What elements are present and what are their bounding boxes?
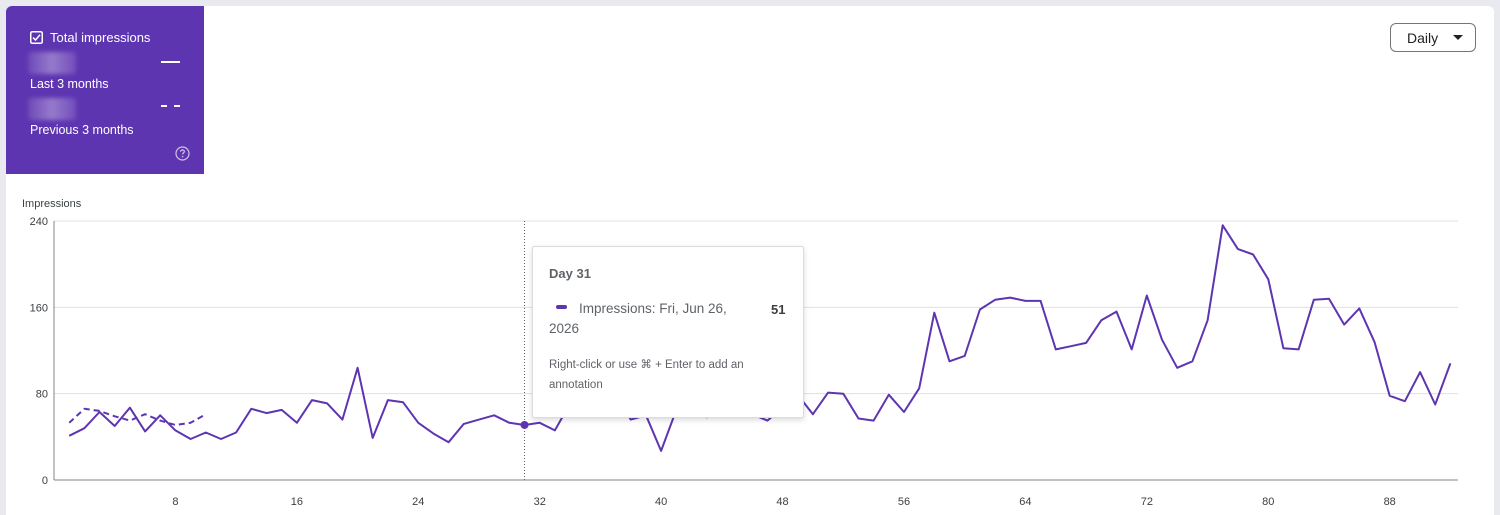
- hover-data-point: [520, 420, 529, 429]
- x-tick-label: 40: [655, 496, 667, 508]
- x-tick-label: 80: [1262, 496, 1274, 508]
- granularity-value: Daily: [1407, 29, 1439, 46]
- current-period-label: Last 3 months: [30, 77, 109, 91]
- x-tick-label: 16: [291, 496, 303, 508]
- caret-down-icon: [1453, 35, 1463, 40]
- tooltip-series-text: Impressions: Fri, Jun 26, 2026: [549, 301, 727, 336]
- chart-tooltip: Day 31 Impressions: Fri, Jun 26, 2026 51…: [532, 246, 804, 418]
- x-tick-label: 8: [172, 496, 178, 508]
- x-tick-label: 48: [776, 496, 788, 508]
- x-tick-label: 64: [1019, 496, 1031, 508]
- y-tick-label: 160: [30, 302, 48, 314]
- x-tick-label: 72: [1141, 496, 1153, 508]
- metric-header: Total impressions: [30, 30, 150, 45]
- granularity-dropdown[interactable]: Daily: [1390, 23, 1476, 52]
- x-tick-label: 56: [898, 496, 910, 508]
- series-line-previous-3-months: [68, 407, 207, 426]
- series-swatch-icon: [556, 305, 567, 309]
- total-impressions-card[interactable]: Total impressions Last 3 months Previous…: [6, 6, 204, 174]
- help-circle-icon[interactable]: [175, 146, 190, 161]
- dashed-line-legend-icon: [161, 105, 180, 107]
- x-tick-label: 32: [534, 496, 546, 508]
- blurred-previous-value: [28, 98, 76, 120]
- blurred-current-value: [28, 52, 76, 74]
- x-tick-label: 24: [412, 496, 424, 508]
- solid-line-legend-icon: [161, 61, 180, 63]
- checkbox-checked-icon[interactable]: [30, 31, 43, 44]
- tooltip-value: 51: [771, 302, 786, 317]
- y-tick-label: 80: [36, 389, 48, 401]
- tooltip-hint: Right-click or use ⌘ + Enter to add an a…: [549, 359, 744, 391]
- previous-period-label: Previous 3 months: [30, 123, 134, 137]
- x-tick-label: 88: [1384, 496, 1396, 508]
- tooltip-title: Day 31: [549, 266, 591, 281]
- y-tick-label: 0: [42, 475, 48, 487]
- y-axis-title: Impressions: [22, 198, 82, 210]
- y-tick-label: 240: [30, 216, 48, 228]
- impressions-line-chart[interactable]: 0 80 160 240 8 16 24 32 40 48 56 64 72 80 88: [6, 6, 1494, 515]
- performance-card: Total impressions Last 3 months Previous…: [6, 6, 1494, 515]
- metric-label: Total impressions: [50, 30, 151, 45]
